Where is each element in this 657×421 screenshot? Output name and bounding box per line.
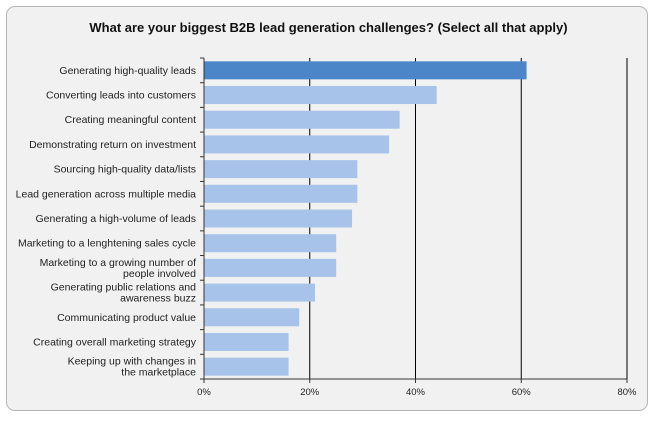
bar <box>204 332 289 351</box>
category-label: Lead generation across multiple media <box>16 188 197 200</box>
category-label: Generating public relations and <box>51 282 197 294</box>
x-tick-label: 0% <box>197 387 211 398</box>
category-label: people involved <box>123 268 196 280</box>
chart-title: What are your biggest B2B lead generatio… <box>89 20 568 35</box>
bar <box>204 209 353 228</box>
bar <box>204 308 300 327</box>
category-label: the marketplace <box>121 367 196 379</box>
x-tick-label: 40% <box>406 387 426 398</box>
x-tick-label: 80% <box>617 387 637 398</box>
bar <box>204 110 400 129</box>
bar <box>204 135 390 154</box>
category-label: Converting leads into customers <box>46 90 196 102</box>
category-label: Generating high-quality leads <box>59 65 196 77</box>
x-tick-label: 20% <box>300 387 320 398</box>
bar <box>204 184 358 203</box>
x-tick-label: 60% <box>512 387 532 398</box>
bar <box>204 61 527 80</box>
category-label: Sourcing high-quality data/lists <box>54 164 196 176</box>
category-label: Marketing to a lenghtening sales cycle <box>18 238 196 250</box>
bar <box>204 160 358 179</box>
bar <box>204 357 289 376</box>
category-label: Generating a high-volume of leads <box>35 213 196 225</box>
bar <box>204 234 337 253</box>
category-label: Creating meaningful content <box>65 114 196 126</box>
category-label: Communicating product value <box>57 312 196 324</box>
category-label: Keeping up with changes in <box>68 356 197 368</box>
category-label: Demonstrating return on investment <box>29 139 196 151</box>
category-label: Marketing to a growing number of <box>40 257 196 269</box>
bar <box>204 283 316 302</box>
bar <box>204 258 337 277</box>
bar <box>204 86 437 105</box>
category-label: awareness buzz <box>120 293 196 305</box>
category-label: Creating overall marketing strategy <box>33 336 197 348</box>
